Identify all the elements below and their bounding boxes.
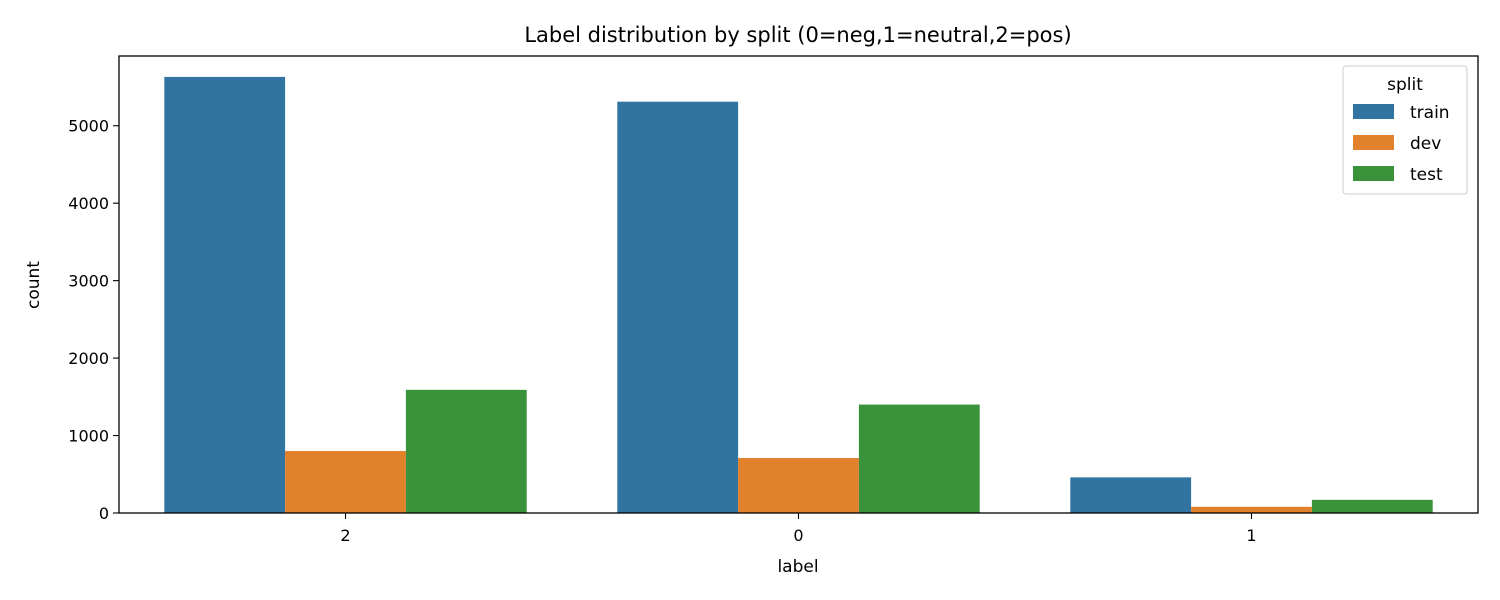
- y-tick-label: 3000: [68, 272, 109, 291]
- x-axis-ticks: 2 0 1: [340, 513, 1257, 545]
- plot-frame: [118, 55, 1479, 514]
- bars-group: [164, 76, 1433, 513]
- legend-label-dev: dev: [1410, 134, 1441, 154]
- legend-label-train: train: [1410, 103, 1450, 123]
- x-tick-label: 2: [340, 526, 350, 545]
- x-tick-label: 0: [793, 526, 803, 545]
- legend-title: split: [1387, 75, 1423, 95]
- x-tick-label: 1: [1246, 526, 1256, 545]
- bar-train-label-2: [164, 76, 286, 513]
- bar-dev-label-1: [1191, 506, 1312, 513]
- chart-title: Label distribution by split (0=neg,1=neu…: [524, 23, 1071, 47]
- y-tick-label: 2000: [68, 349, 109, 368]
- bar-test-label-2: [405, 389, 527, 513]
- y-tick-label: 0: [99, 504, 109, 523]
- legend-label-test: test: [1410, 165, 1443, 185]
- legend-items: train dev test: [1353, 103, 1450, 185]
- bar-test-label-1: [1311, 499, 1433, 513]
- bar-train-label-0: [617, 101, 739, 513]
- y-axis-label: count: [24, 261, 44, 309]
- legend-swatch-dev: [1353, 135, 1394, 150]
- legend: split train dev test: [1342, 65, 1468, 195]
- y-tick-label: 5000: [68, 117, 109, 136]
- y-tick-label: 1000: [68, 427, 109, 446]
- legend-frame: [1342, 65, 1468, 195]
- x-axis-label: label: [777, 557, 818, 577]
- bar-test-label-0: [858, 404, 980, 513]
- y-tick-label: 4000: [68, 194, 109, 213]
- y-axis-ticks: 0 1000 2000 3000 4000 5000: [68, 117, 119, 523]
- legend-swatch-test: [1353, 166, 1394, 181]
- bar-train-label-1: [1070, 477, 1192, 513]
- bar-dev-label-2: [285, 451, 406, 513]
- legend-swatch-train: [1353, 104, 1394, 119]
- bar-dev-label-0: [738, 458, 859, 513]
